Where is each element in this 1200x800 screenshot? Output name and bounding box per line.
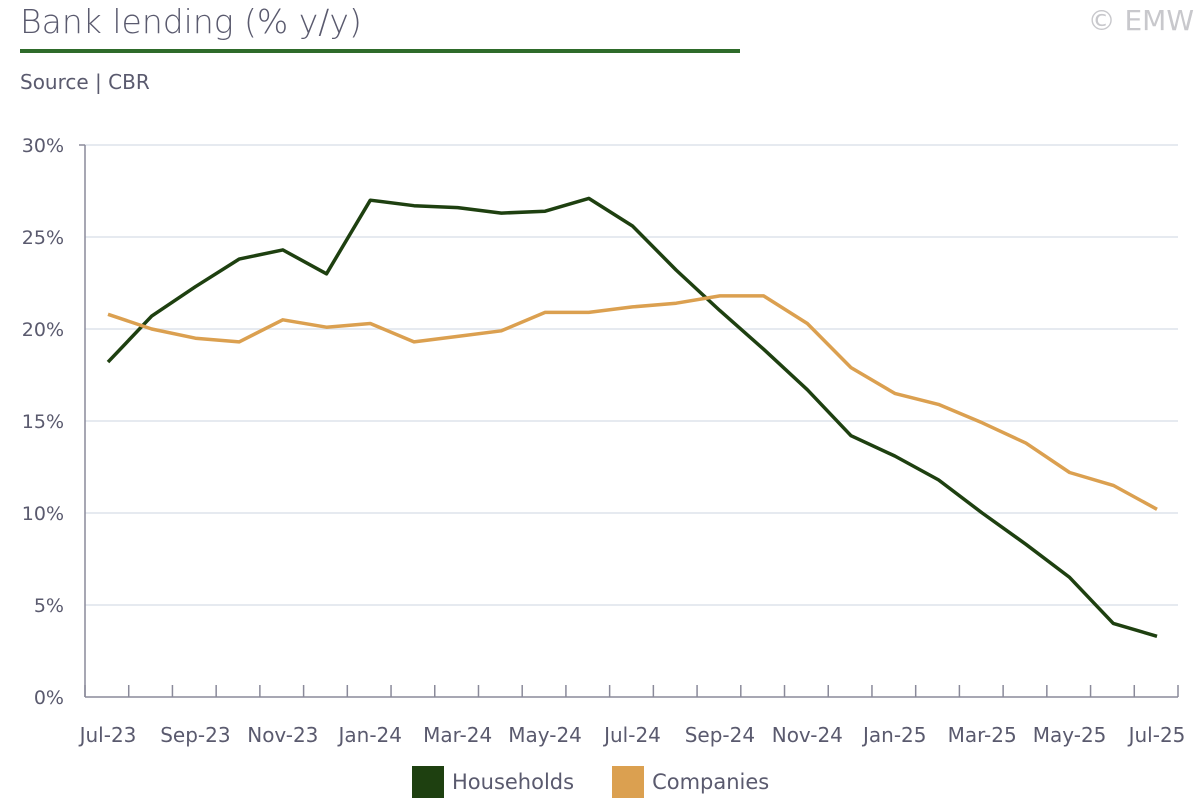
- y-tick-label: 5%: [34, 595, 64, 617]
- chart-title: Bank lending (% y/y): [20, 2, 362, 41]
- series-line-companies: [107, 294, 1158, 511]
- x-tick-label: Mar-25: [948, 723, 1017, 747]
- x-tick-label: May-24: [508, 723, 582, 747]
- x-tick-label: Jul-23: [78, 723, 137, 747]
- legend-swatch-households: [412, 766, 444, 798]
- x-tick-label: Sep-24: [685, 723, 755, 747]
- x-tick-label: Mar-24: [423, 723, 492, 747]
- x-tick-label: Jan-24: [337, 723, 403, 747]
- legend-label: Households: [452, 770, 575, 794]
- legend-swatch-companies: [612, 766, 645, 798]
- legend-item-companies: Companies: [612, 766, 769, 798]
- y-tick-label: 30%: [22, 135, 64, 157]
- x-tick-label: Nov-24: [772, 723, 843, 747]
- source-label: Source | CBR: [20, 70, 150, 94]
- y-tick-label: 10%: [22, 503, 64, 525]
- y-tick-label: 15%: [22, 411, 64, 433]
- x-tick-label: Jul-25: [1127, 723, 1186, 747]
- series-line-households: [106, 196, 1158, 638]
- x-tick-label: Sep-23: [160, 723, 230, 747]
- x-tick-label: Nov-23: [247, 723, 318, 747]
- y-tick-label: 25%: [22, 227, 64, 249]
- y-tick-label: 0%: [34, 687, 64, 709]
- x-tick-label: Jul-24: [602, 723, 661, 747]
- x-tick-label: May-25: [1033, 723, 1107, 747]
- legend-item-households: Households: [412, 766, 574, 798]
- x-tick-label: Jan-25: [861, 723, 927, 747]
- y-tick-label: 20%: [22, 319, 64, 341]
- copyright: © EMW: [1087, 4, 1194, 37]
- title-underline: [20, 49, 740, 53]
- legend: Households Companies: [412, 766, 807, 798]
- legend-label: Companies: [652, 770, 770, 794]
